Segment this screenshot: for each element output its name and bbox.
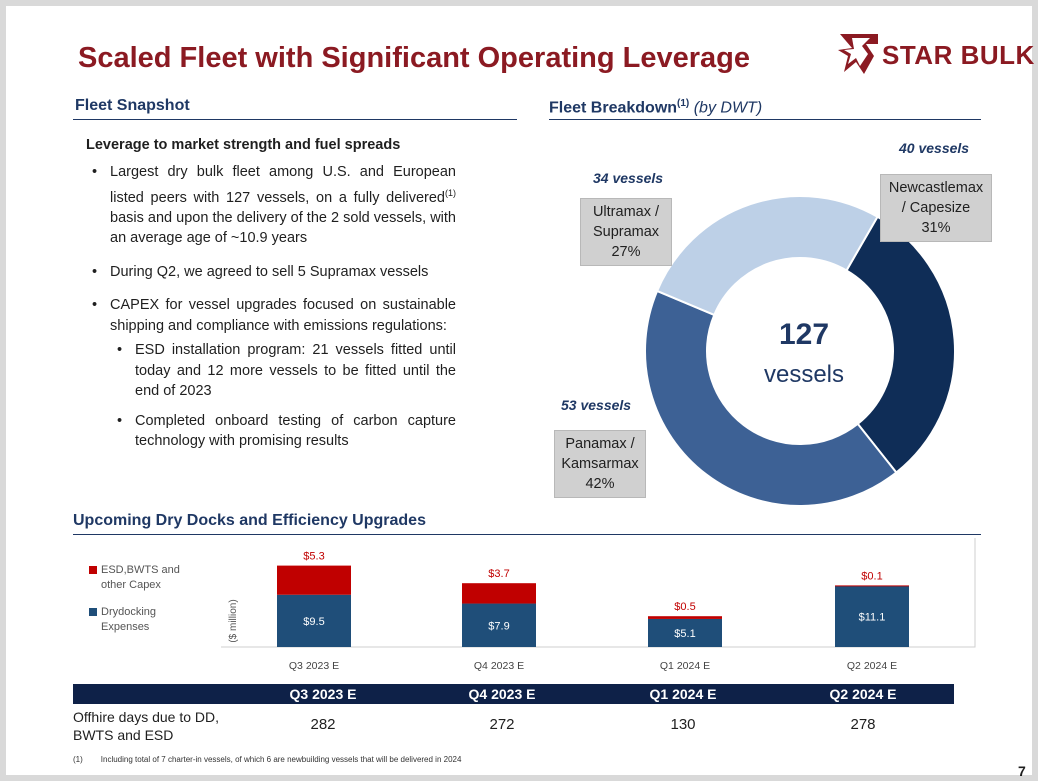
vessel-count-capesize: 40 vessels — [899, 140, 970, 156]
fleet-snapshot-lead: Leverage to market strength and fuel spr… — [86, 137, 401, 153]
offhire-header-q4: Q4 2023 E — [468, 686, 536, 702]
donut-slice-capesize — [845, 215, 956, 474]
bullet-fleet-size-text: Largest dry bulk fleet among U.S. and Eu… — [110, 164, 456, 206]
footnote-ref: (1) — [445, 187, 456, 198]
fleet-snapshot-heading: Fleet Snapshot — [75, 97, 190, 114]
slide: Scaled Fleet with Significant Operating … — [6, 6, 1034, 779]
fleet-breakdown-donut: ($ million) $9.5 $5.3 Q3 2023 E $7.9 $3.7 Q4 2… — [221, 195, 976, 672]
donut-slice-panamax — [644, 289, 898, 507]
bar-drydocking-q2-2024 — [835, 585, 909, 647]
xtick-q3-2023: Q3 2023 E — [289, 660, 339, 672]
callout-supramax-line1: Ultramax / — [592, 204, 660, 220]
callout-panamax-line2: Kamsarmax — [561, 456, 639, 472]
offhire-value-q1: 130 — [670, 716, 696, 733]
legend-capex-line2: other Capex — [101, 579, 161, 591]
callout-supramax-pct: 27% — [611, 244, 641, 260]
vessel-count-panamax: 53 vessels — [561, 397, 632, 413]
callout-capesize-line2: / Capesize — [901, 200, 971, 216]
bar-drydocking-q3-2023 — [277, 594, 351, 647]
star-bulk-logo: STAR BULK — [836, 32, 1034, 76]
legend-capex: ESD,BWTS and other Capex — [89, 563, 211, 593]
star-bulk-logo-icon — [838, 34, 878, 74]
logo-text: STAR BULK — [882, 40, 1035, 70]
label-drydocking-q3-2023: $9.5 — [303, 616, 324, 628]
callout-capesize: Newcastlemax / Capesize 31% — [880, 174, 992, 242]
legend-capex-swatch — [89, 566, 97, 574]
offhire-row-label: Offhire days due to DD, BWTS and ESD — [73, 709, 220, 743]
fleet-breakdown-footnote-ref: (1) — [677, 98, 690, 109]
bar-capex-q3-2023 — [277, 565, 351, 595]
bullet-fleet-size: Largest dry bulk fleet among U.S. and Eu… — [90, 162, 456, 249]
donut-center-value: 127 — [778, 318, 830, 351]
sub-bullet-carbon-capture: Completed onboard testing of carbon capt… — [115, 411, 456, 452]
bar-capex-q1-2024 — [648, 616, 722, 619]
fleet-snapshot-divider — [73, 119, 517, 120]
xtick-q2-2024: Q2 2024 E — [847, 660, 897, 672]
dry-docks-heading: Upcoming Dry Docks and Efficiency Upgrad… — [73, 512, 426, 529]
footnote: (1) Including total of 7 charter-in vesse… — [73, 755, 461, 764]
label-drydocking-q2-2024: $11.1 — [859, 611, 886, 623]
xtick-q1-2024: Q1 2024 E — [660, 660, 710, 672]
sub-bullet-esd: ESD installation program: 21 vessels fit… — [115, 340, 456, 402]
legend-capex-line1: ESD,BWTS and — [101, 564, 180, 576]
offhire-header-q1: Q1 2024 E — [649, 686, 717, 702]
donut-center-label: vessels — [763, 361, 845, 388]
page-number: 7 — [1018, 763, 1026, 779]
bar-drydocking-q4-2023 — [462, 603, 536, 647]
fleet-breakdown-divider — [549, 119, 981, 120]
callout-supramax-line2: Supramax — [592, 224, 660, 240]
legend-drydocking-swatch — [89, 608, 97, 616]
fleet-breakdown-heading: Fleet Breakdown(1) (by DWT) — [549, 98, 762, 117]
callout-supramax: Ultramax / Supramax 27% — [580, 198, 672, 266]
fleet-breakdown-heading-text: Fleet Breakdown — [549, 99, 678, 117]
offhire-header-q2: Q2 2024 E — [829, 686, 897, 702]
offhire-value-q4: 272 — [489, 716, 515, 733]
xtick-q4-2023: Q4 2023 E — [474, 660, 524, 672]
callout-capesize-line1: Newcastlemax — [888, 180, 984, 196]
legend-drydocking-line1: Drydocking — [101, 606, 157, 618]
label-capex-q2-2024: $0.1 — [861, 570, 882, 582]
legend-drydocking-line2: Expenses — [101, 621, 150, 633]
callout-panamax-pct: 42% — [585, 476, 615, 492]
callout-capesize-pct: 31% — [921, 220, 951, 236]
bar-capex-q2-2024 — [835, 585, 909, 587]
offhire-header-row: Q3 2023 E Q4 2023 E Q1 2024 E Q2 2024 E — [73, 684, 954, 704]
label-capex-q3-2023: $5.3 — [303, 551, 324, 563]
fleet-breakdown-heading-note: (by DWT) — [689, 99, 763, 117]
bullet-fleet-size-text-cont: basis and upon the delivery of the 2 sol… — [110, 209, 456, 247]
legend-drydocking: Drydocking Expenses — [89, 605, 211, 635]
offhire-header-q3: Q3 2023 E — [289, 686, 357, 702]
label-capex-q4-2023: $3.7 — [488, 568, 509, 580]
bar-drydocking-q1-2024 — [648, 618, 722, 647]
footnote-marker: (1) — [73, 755, 83, 764]
callout-panamax: Panamax / Kamsarmax 42% — [554, 430, 646, 498]
footnote-text: Including total of 7 charter-in vessels,… — [100, 755, 462, 764]
offhire-value-q2: 278 — [850, 716, 876, 733]
vessel-count-supramax: 34 vessels — [593, 170, 664, 186]
bar-capex-q4-2023 — [462, 583, 536, 604]
offhire-value-q3: 282 — [310, 716, 336, 733]
fleet-snapshot-bullets: Largest dry bulk fleet among U.S. and Eu… — [90, 162, 456, 461]
label-drydocking-q1-2024: $5.1 — [674, 628, 695, 640]
donut-slice-supramax — [655, 195, 879, 317]
bullet-supramax-sale: During Q2, we agreed to sell 5 Supramax … — [90, 262, 456, 283]
callout-panamax-line1: Panamax / — [565, 436, 635, 452]
dry-docks-divider — [73, 534, 981, 535]
page-title: Scaled Fleet with Significant Operating … — [78, 42, 750, 74]
bar-chart-ylabel: ($ million) — [228, 599, 239, 642]
label-drydocking-q4-2023: $7.9 — [488, 620, 509, 632]
label-capex-q1-2024: $0.5 — [674, 601, 695, 613]
bullet-capex: CAPEX for vessel upgrades focused on sus… — [90, 295, 456, 336]
